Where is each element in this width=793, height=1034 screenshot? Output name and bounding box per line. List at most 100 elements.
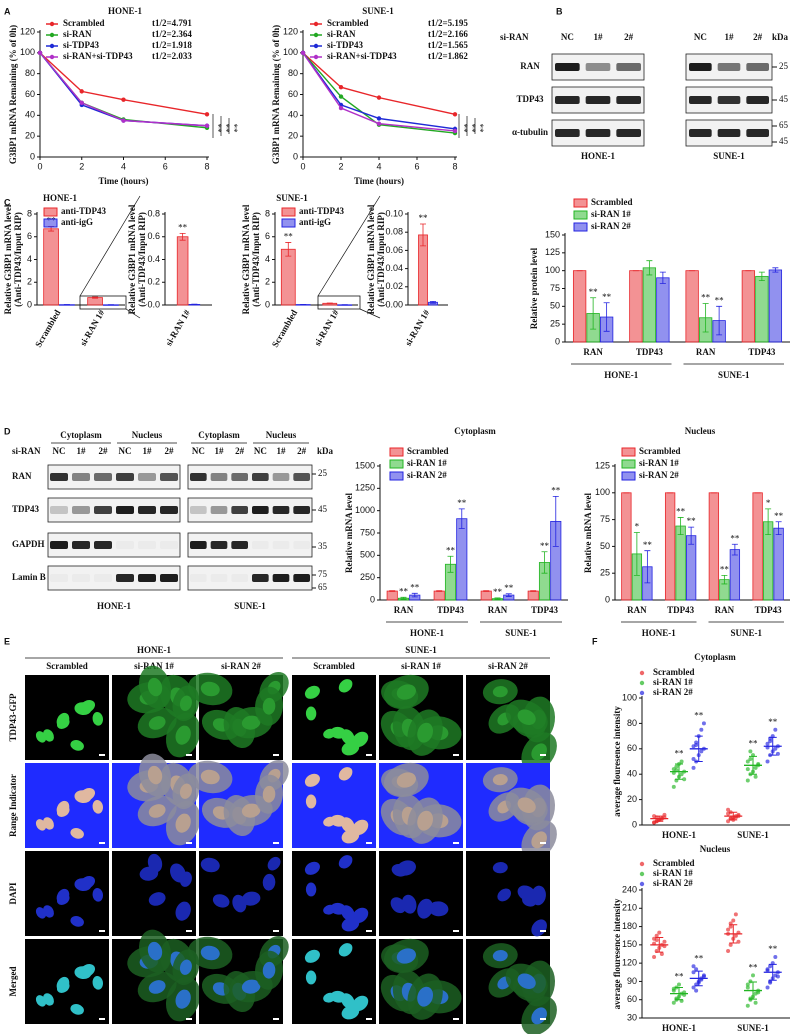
protein-label: GAPDH (12, 539, 45, 549)
y-tick-label: 1000 (355, 505, 375, 515)
y-tick-label: 60 (288, 89, 298, 99)
y-tick-label: 40 (627, 769, 637, 779)
nucleus (396, 860, 416, 876)
scale-bar (453, 754, 459, 756)
significance: ** (602, 292, 612, 302)
y-tick-label: 0.06 (385, 245, 403, 255)
zoom-box (317, 295, 361, 310)
y-tick-label: 100 (622, 692, 637, 702)
channel-label: DAPI (8, 882, 18, 904)
y-tick-label: 25 (600, 568, 610, 578)
blot-band (72, 506, 90, 514)
error-bar (688, 526, 695, 545)
nucleus (147, 677, 163, 697)
error-bar (646, 260, 653, 276)
chart-title: HONE-1 (43, 193, 78, 203)
y-tick-label: 0.2 (147, 277, 160, 287)
significance: ** (720, 564, 730, 574)
bar (527, 590, 539, 601)
significance: ** (540, 541, 550, 551)
half-life-label: t1/2=2.166 (428, 29, 468, 39)
sd-bar (749, 755, 757, 775)
data-point (765, 968, 770, 973)
error-bar (552, 495, 559, 547)
significance: ** (284, 232, 294, 242)
x-tick-label: 4 (376, 161, 381, 171)
scale-bar (366, 754, 372, 756)
micrograph (466, 675, 557, 772)
lane-label: 1# (77, 446, 87, 456)
data-point (745, 985, 750, 990)
blot-band (94, 506, 112, 514)
marker-label: 65 (779, 120, 789, 130)
x-tick-label: Scrambled (33, 308, 62, 349)
series-line (39, 52, 208, 127)
y-axis-label: Relative G3BP1 mRNA level (127, 204, 137, 314)
x-tick-label: TDP43 (748, 347, 776, 357)
significance: ** (675, 972, 685, 982)
zoom-line (79, 195, 141, 297)
micrograph (466, 763, 557, 860)
nucleus (492, 950, 508, 962)
sd-bar (694, 735, 703, 762)
blot-frame (187, 532, 313, 558)
y-tick-label: 60 (25, 89, 35, 99)
condition-header: si-RAN 2# (221, 661, 261, 671)
series-line (302, 52, 456, 134)
data-point (691, 765, 696, 770)
y-tick-label: 1250 (355, 483, 375, 493)
blot-unit: kDa (317, 446, 334, 456)
error-bar (458, 508, 465, 529)
nucleus (262, 961, 276, 979)
sd-bar (768, 963, 777, 981)
zoom-line (359, 308, 381, 319)
data-point (452, 112, 458, 117)
fraction-label: Cytoplasm (60, 430, 102, 440)
y-tick-label: 0.08 (385, 227, 403, 237)
nucleus (338, 679, 353, 693)
legend-swatch (573, 222, 588, 232)
bar (572, 270, 587, 343)
micrograph (199, 851, 283, 936)
group-label: HONE-1 (642, 628, 677, 638)
nucleus (92, 799, 103, 814)
micrograph (25, 675, 109, 760)
significance: ** (715, 295, 725, 305)
lane-label: 2# (624, 32, 634, 42)
lane-label: 1# (143, 446, 153, 456)
bar (685, 535, 697, 601)
y-axis-label: Relative G3BP1 mRNA level (366, 204, 376, 314)
chart-title: Cytoplasm (454, 426, 496, 436)
scale-bar (540, 754, 546, 756)
protein-label: α-tubulin (512, 127, 548, 137)
error-bar (731, 543, 738, 556)
sd-bar (749, 981, 757, 1000)
scale-bar (540, 930, 546, 932)
y-tick-label: 240 (622, 884, 637, 894)
x-tick-label: 0 (300, 161, 305, 171)
blot-unit: kDa (772, 32, 789, 42)
data-point (662, 812, 667, 817)
micrograph (466, 939, 557, 1034)
group-label: HONE-1 (410, 628, 445, 638)
y-axis-label: Relative G3BP1 mRNA level (241, 204, 251, 314)
nucleus (531, 831, 547, 849)
y-axis-label: average flouresence intensity (612, 898, 622, 1009)
blot-band (689, 129, 712, 137)
blot-band (210, 541, 228, 549)
significance: ** (643, 540, 653, 550)
nucleus (56, 800, 70, 816)
error-bar (644, 550, 651, 584)
error-bar (494, 597, 501, 600)
y-tick-label: 90 (627, 976, 637, 986)
blot-frame (187, 464, 313, 490)
scale-bar (273, 1018, 279, 1020)
y-tick-label: 8 (27, 208, 32, 218)
marker-label: 45 (318, 504, 328, 514)
y-tick-label: 100 (20, 47, 35, 57)
sd-bar (655, 815, 664, 822)
panel-label: B (556, 6, 563, 16)
legend-marker (313, 21, 319, 27)
data-point (701, 721, 706, 726)
data-point (765, 985, 770, 990)
